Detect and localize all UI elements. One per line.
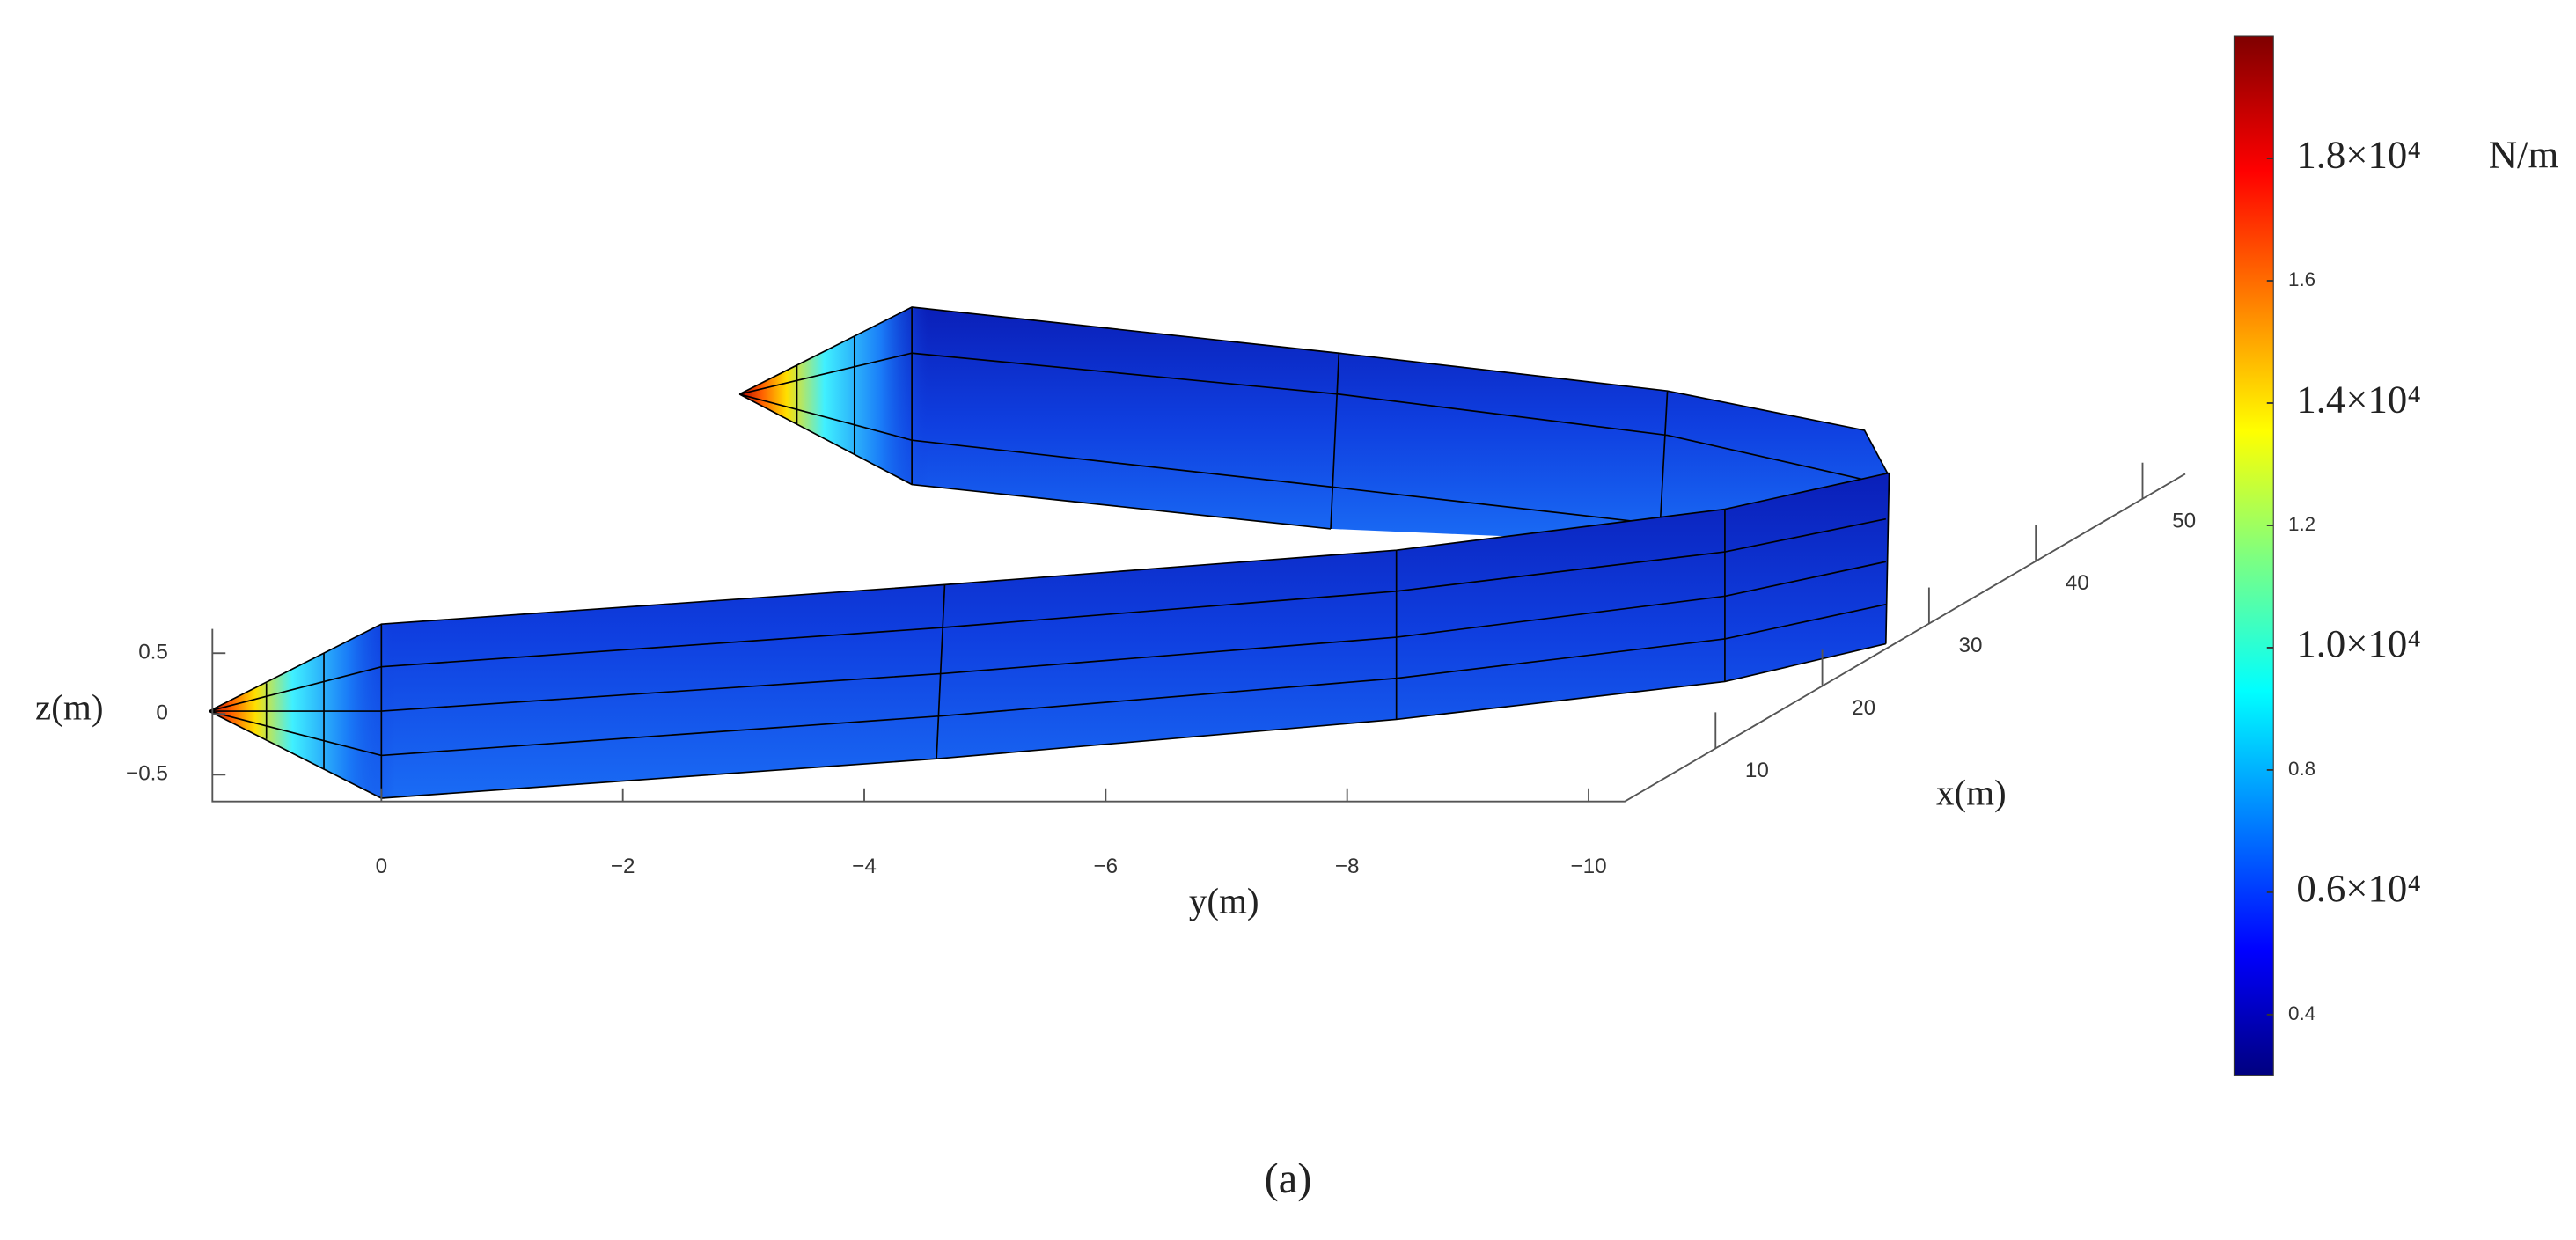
y-tick-label: −6 — [1094, 855, 1119, 878]
y-tick-label: −4 — [852, 855, 877, 878]
colorbar-tick-label: 0.4 — [2288, 1002, 2315, 1024]
x-tick-label: 10 — [1745, 759, 1769, 782]
z-tick-label: 0.5 — [138, 641, 168, 664]
z-tick-label: −0.5 — [126, 762, 168, 786]
surface — [209, 306, 1890, 799]
y-axis-label: y(m) — [1189, 881, 1259, 921]
y-tick-label: −8 — [1335, 855, 1360, 878]
z-tick-label: 0 — [156, 701, 168, 725]
y-tick-label: −10 — [1570, 855, 1606, 878]
colorbar-label: 1.4×10⁴ — [2296, 377, 2421, 421]
axis-line — [211, 473, 2186, 803]
colorbar-unit: N/m — [2489, 132, 2559, 176]
y-tick-label: 0 — [376, 855, 388, 878]
z-axis-label: z(m) — [35, 686, 103, 727]
x-tick-label: 20 — [1852, 696, 1875, 720]
x-tick-label: 40 — [2066, 571, 2089, 595]
colorbar-label: 0.6×10⁴ — [2296, 866, 2421, 910]
x-tick-label: 30 — [1958, 634, 1982, 657]
colorbar-tick-label: 1.6 — [2288, 268, 2315, 290]
colorbar-label: 1.0×10⁴ — [2296, 621, 2421, 665]
colorbar-label: 1.8×10⁴ — [2296, 132, 2421, 176]
colorbar-tick-label: 1.2 — [2288, 513, 2315, 535]
y-tick-label: −2 — [611, 855, 635, 878]
caption: (a) — [1265, 1156, 1312, 1202]
x-axis-label: x(m) — [1936, 773, 2007, 813]
colorbar-tick-label: 0.8 — [2288, 758, 2315, 780]
x-tick-label: 50 — [2172, 509, 2196, 532]
colorbar — [2233, 35, 2274, 1076]
